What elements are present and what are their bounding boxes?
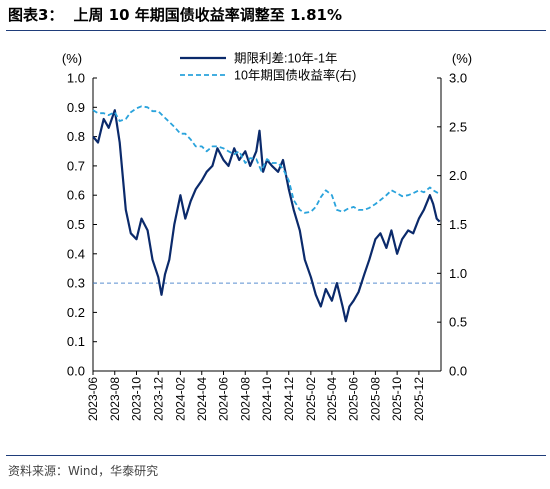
x-tick-label: 2025-04 <box>325 377 339 421</box>
right-tick-label: 1.0 <box>449 266 467 281</box>
figure-title: 图表3： 上周 10 年期国债收益率调整至 1.81% <box>8 4 342 25</box>
x-tick-label: 2025-12 <box>412 377 426 421</box>
x-tick-label: 2024-08 <box>238 377 252 421</box>
x-tick-label: 2023-08 <box>108 377 122 421</box>
left-axis-unit: (%) <box>62 51 82 66</box>
x-tick-label: 2025-10 <box>390 377 404 421</box>
x-tick-label: 2025-06 <box>347 377 361 421</box>
right-tick-label: 1.5 <box>449 217 467 232</box>
x-tick-label: 2023-06 <box>86 377 100 421</box>
x-tick-label: 2025-08 <box>368 377 382 421</box>
left-tick-label: 0.9 <box>67 100 85 115</box>
figure-label: 图表3： <box>8 6 64 24</box>
legend-label-spread: 期限利差:10年-1年 <box>234 52 338 66</box>
right-axis-unit: (%) <box>452 51 472 66</box>
left-tick-label: 0.3 <box>67 276 85 291</box>
x-tick-label: 2023-10 <box>130 377 144 421</box>
left-tick-label: 0.4 <box>67 246 85 261</box>
left-tick-label: 0.1 <box>67 334 85 349</box>
x-tick-label: 2023-12 <box>151 377 165 421</box>
left-tick-label: 0.8 <box>67 129 85 144</box>
x-tick-label: 2024-06 <box>217 377 231 421</box>
x-tick-label: 2025-02 <box>304 377 318 421</box>
left-tick-label: 0.0 <box>67 364 85 379</box>
right-tick-label: 2.5 <box>449 119 467 134</box>
left-tick-label: 0.7 <box>67 158 85 173</box>
x-tick-label: 2024-12 <box>282 377 296 421</box>
left-tick-label: 0.2 <box>67 305 85 320</box>
figure-title-text: 上周 10 年期国债收益率调整至 1.81% <box>73 6 343 24</box>
legend-label-yield: 10年期国债收益率(右) <box>234 68 356 83</box>
x-tick-label: 2024-02 <box>173 377 187 421</box>
left-tick-label: 1.0 <box>67 71 85 86</box>
right-tick-label: 3.0 <box>449 71 467 86</box>
yield-10y-line <box>92 105 441 214</box>
yield-spread-chart: (%) (%) 0.0 0.1 0.2 0.3 0.4 0.5 0.6 0.7 0.8 0.9 1.0 0… <box>62 51 472 421</box>
left-tick-label: 0.5 <box>67 217 85 232</box>
footer-rule <box>6 455 546 456</box>
source-note: 资料来源：Wind，华泰研究 <box>8 464 159 478</box>
x-tick-label: 2024-10 <box>260 377 274 421</box>
right-tick-label: 0.5 <box>449 315 467 330</box>
right-tick-label: 0.0 <box>449 364 467 379</box>
x-tick-label: 2024-04 <box>195 377 209 421</box>
title-rule <box>6 30 546 31</box>
term-spread-line <box>92 109 441 323</box>
left-tick-label: 0.6 <box>67 188 85 203</box>
right-tick-label: 2.0 <box>449 168 467 183</box>
